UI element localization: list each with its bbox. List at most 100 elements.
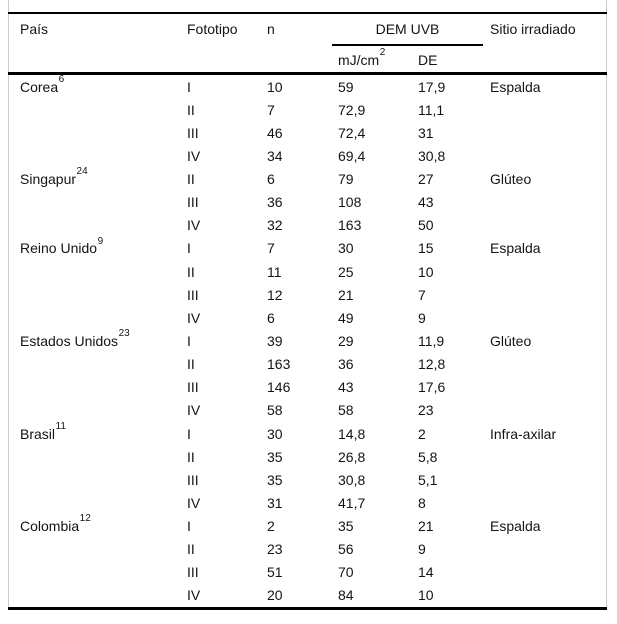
reference-superscript: 23 bbox=[118, 328, 130, 340]
table-header-row-2: mJ/cm2 DE bbox=[8, 46, 607, 72]
de-cell: 15 bbox=[418, 240, 434, 257]
dem-cell: 56 bbox=[338, 541, 354, 558]
phototype-cell: III bbox=[187, 471, 199, 488]
table-header-rule bbox=[8, 72, 607, 75]
dem-cell: 49 bbox=[338, 309, 354, 326]
n-cell: 7 bbox=[267, 240, 275, 257]
phototype-cell: IV bbox=[187, 494, 201, 511]
column-subheader-de: DE bbox=[418, 52, 438, 68]
phototype-cell: I bbox=[187, 78, 191, 95]
column-header-dem-uvb: DEM UVB bbox=[332, 14, 483, 46]
de-cell: 50 bbox=[418, 217, 434, 234]
de-cell: 23 bbox=[418, 402, 434, 419]
phototype-cell: II bbox=[187, 101, 195, 118]
n-cell: 20 bbox=[267, 587, 283, 604]
table-row: II 23 56 9 bbox=[8, 538, 607, 561]
n-cell: 35 bbox=[267, 448, 283, 465]
dem-cell: 163 bbox=[338, 217, 362, 234]
dem-cell: 59 bbox=[338, 78, 354, 95]
table-row: IV 58 58 23 bbox=[8, 399, 607, 422]
country-name: Estados Unidos bbox=[20, 332, 119, 349]
n-cell: 6 bbox=[267, 171, 275, 188]
de-cell: 21 bbox=[418, 518, 434, 535]
n-cell: 30 bbox=[267, 425, 283, 442]
n-cell: 23 bbox=[267, 541, 283, 558]
dem-cell: 58 bbox=[338, 402, 354, 419]
de-cell: 8 bbox=[418, 494, 426, 511]
phototype-cell: IV bbox=[187, 587, 201, 604]
de-cell: 12,8 bbox=[418, 356, 446, 373]
table-top-rule bbox=[8, 12, 607, 14]
dem-cell: 72,4 bbox=[338, 124, 366, 141]
country-cell: Corea6 bbox=[20, 74, 187, 93]
n-cell: 46 bbox=[267, 124, 283, 141]
n-cell: 58 bbox=[267, 402, 283, 419]
dem-cell: 30,8 bbox=[338, 471, 366, 488]
de-cell: 11,9 bbox=[418, 332, 445, 349]
n-cell: 36 bbox=[267, 194, 283, 211]
n-cell: 31 bbox=[267, 494, 283, 511]
dem-cell: 41,7 bbox=[338, 494, 366, 511]
phototype-cell: IV bbox=[187, 309, 201, 326]
phototype-cell: I bbox=[187, 518, 191, 535]
table-row: II 7 72,9 11,1 bbox=[8, 98, 607, 121]
table-row: III 12 21 7 bbox=[8, 283, 607, 306]
dem-cell: 79 bbox=[338, 171, 354, 188]
phototype-cell: II bbox=[187, 171, 195, 188]
n-cell: 51 bbox=[267, 564, 283, 581]
column-header-pais: País bbox=[20, 21, 49, 37]
phototype-cell: III bbox=[187, 379, 199, 396]
header-spacer bbox=[490, 46, 607, 72]
dem-cell: 21 bbox=[338, 286, 354, 303]
de-cell: 10 bbox=[418, 263, 434, 280]
dem-cell: 35 bbox=[338, 518, 354, 535]
dem-cell: 43 bbox=[338, 379, 354, 396]
de-cell: 17,9 bbox=[418, 78, 446, 95]
dem-cell: 14,8 bbox=[338, 425, 366, 442]
dem-cell: 36 bbox=[338, 356, 354, 373]
de-cell: 31 bbox=[418, 124, 434, 141]
table-row: III 36 108 43 bbox=[8, 191, 607, 214]
table-row: Estados Unidos23 I 39 29 11,9 Glúteo bbox=[8, 329, 607, 352]
n-cell: 163 bbox=[267, 356, 291, 373]
n-cell: 32 bbox=[267, 217, 283, 234]
reference-superscript: 9 bbox=[97, 235, 104, 247]
de-cell: 43 bbox=[418, 194, 434, 211]
dem-cell: 84 bbox=[338, 587, 354, 604]
table-bottom-rule bbox=[8, 607, 607, 610]
table-right-border bbox=[606, 0, 607, 610]
column-subheader-mj-cm2: mJ/cm2 bbox=[338, 46, 418, 72]
phototype-cell: I bbox=[187, 332, 191, 349]
table-row: IV 32 163 50 bbox=[8, 214, 607, 237]
mj-cm2-label: mJ/cm bbox=[338, 52, 380, 68]
de-cell: 2 bbox=[418, 425, 426, 442]
n-cell: 146 bbox=[267, 379, 291, 396]
table-row: II 35 26,8 5,8 bbox=[8, 445, 607, 468]
site-cell: Glúteo bbox=[490, 332, 532, 349]
de-cell: 5,1 bbox=[418, 471, 438, 488]
reference-superscript: 12 bbox=[79, 513, 91, 525]
table-row: Corea6 I 10 59 17,9 Espalda bbox=[8, 74, 607, 98]
de-cell: 7 bbox=[418, 286, 426, 303]
table-body: Corea6 I 10 59 17,9 Espalda II 7 72,9 11,1 III 46 72… bbox=[8, 74, 607, 607]
country-cell: Brasil11 bbox=[20, 421, 187, 442]
table-left-border bbox=[8, 0, 9, 610]
de-cell: 9 bbox=[418, 541, 426, 558]
de-cell: 9 bbox=[418, 309, 426, 326]
phototype-cell: IV bbox=[187, 217, 201, 234]
de-cell: 30,8 bbox=[418, 147, 446, 164]
de-cell: 14 bbox=[418, 564, 434, 581]
dem-cell: 29 bbox=[338, 332, 354, 349]
table-row: IV 31 41,7 8 bbox=[8, 491, 607, 514]
table-row: IV 34 69,4 30,8 bbox=[8, 144, 607, 167]
site-cell: Espalda bbox=[490, 518, 541, 535]
country-name: Brasil bbox=[20, 425, 56, 442]
table-header-row-1: País Fototipo n DEM UVB Sitio irradiado bbox=[8, 14, 607, 46]
table-row: III 46 72,4 31 bbox=[8, 121, 607, 144]
site-cell: Infra-axilar bbox=[490, 425, 557, 442]
table-row: IV 20 84 10 bbox=[8, 584, 607, 607]
table-header: País Fototipo n DEM UVB Sitio irradiado … bbox=[8, 14, 607, 72]
table-row: II 11 25 10 bbox=[8, 260, 607, 283]
dem-cell: 30 bbox=[338, 240, 354, 257]
